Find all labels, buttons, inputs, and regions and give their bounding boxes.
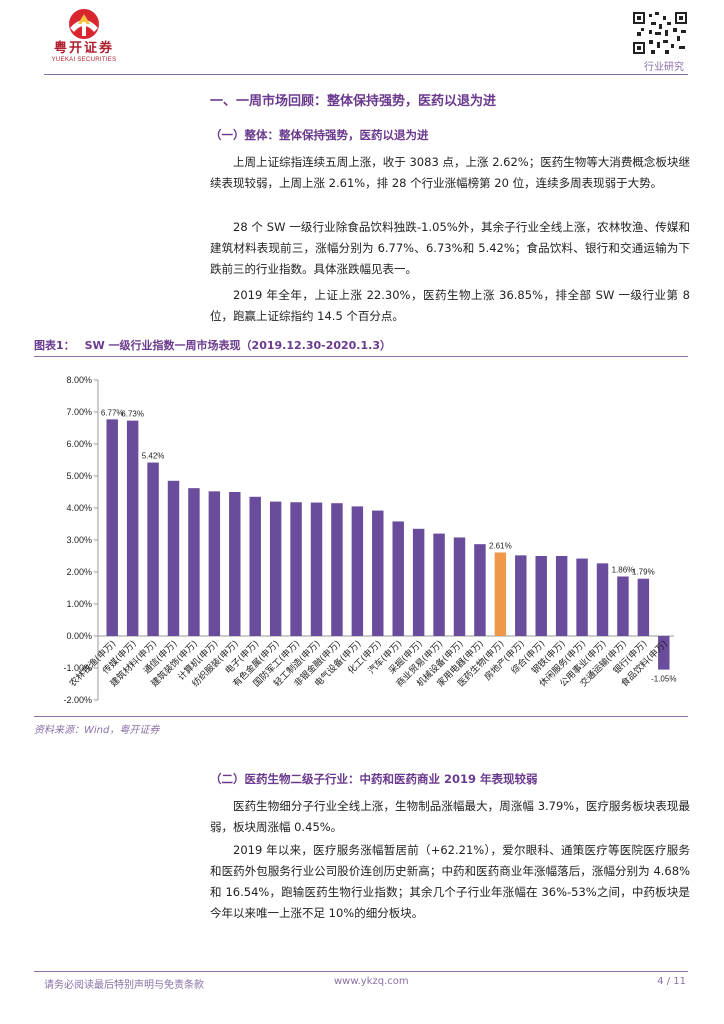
footer-divider (34, 971, 688, 972)
figure-caption: SW 一级行业指数一周市场表现（2019.12.30-2020.1.3） (84, 339, 391, 352)
figure-title: 图表1： SW 一级行业指数一周市场表现（2019.12.30-2020.1.3） (34, 337, 391, 353)
bar (372, 510, 384, 636)
data-label: 5.42% (142, 452, 165, 461)
figure-top-divider (34, 356, 688, 357)
y-tick-label: 0.00% (66, 631, 92, 641)
y-tick-label: 1.00% (66, 599, 92, 609)
logo-chinese-name: 粤开证券 (53, 41, 114, 56)
bar (576, 558, 588, 636)
bar (290, 502, 302, 636)
bar (535, 556, 547, 636)
bar (351, 506, 364, 636)
paragraph-subsector-weekly: 医药生物细分子行业全线上涨，生物制品涨幅最大，周涨幅 3.79%，医疗服务板块表… (210, 799, 690, 834)
footer-website: www.ykzq.com (334, 976, 409, 987)
paragraph-annual-performance: 2019 年全年，上证上涨 22.30%，医药生物上涨 36.85%，排全部 S… (210, 288, 690, 323)
bar (249, 496, 261, 636)
bar (555, 556, 568, 636)
y-tick-label: 6.00% (66, 439, 92, 449)
footer-page-number: 4 / 11 (657, 976, 686, 987)
bar (474, 544, 486, 636)
figure-source: 资料来源：Wind，粤开证券 (34, 725, 160, 736)
header-section-label: 行业研究 (644, 62, 684, 73)
data-label: 6.77% (101, 408, 124, 417)
bar (617, 576, 629, 636)
bar (167, 480, 180, 636)
header-divider (44, 74, 688, 75)
subsection-title-pharma: （二）医药生物二级子行业：中药和医药商业 2019 年表现较弱 (210, 772, 538, 786)
bar (494, 552, 507, 636)
bar (637, 578, 650, 636)
bar (453, 537, 466, 636)
company-logo: 粤开证券 YUEKAI SECURITIES (44, 8, 124, 68)
paragraph-industry-performance: 28 个 SW 一级行业除食品饮料独跌-1.05%外，其余子行业全线上涨，农林牧… (210, 220, 690, 276)
data-label: -1.05% (651, 675, 676, 684)
y-tick-label: -2.00% (63, 695, 92, 705)
y-tick-label: 4.00% (66, 503, 92, 513)
bar (106, 419, 118, 636)
y-tick-label: -1.00% (63, 663, 92, 673)
footer-disclaimer: 请务必阅读最后特别声明与免责条款 (44, 980, 204, 991)
y-tick-label: 8.00% (66, 375, 92, 385)
bar (392, 521, 404, 636)
section-title: 一、一周市场回顾：整体保持强势，医药以退为进 (210, 94, 497, 109)
bar (412, 528, 425, 636)
y-tick-label: 5.00% (66, 471, 92, 481)
subsection-title-overall: （一）整体：整体保持强势，医药以退为进 (210, 128, 429, 142)
bar (126, 420, 139, 636)
paragraph-subsector-annual: 2019 年以来，医疗服务涨幅暂居前（+62.21%），爱尔眼科、通策医疗等医院… (210, 843, 690, 920)
figure-label: 图表1： (34, 339, 75, 352)
yuekai-logo-icon (69, 9, 99, 39)
bar (515, 555, 527, 636)
logo-english-name: YUEKAI SECURITIES (51, 57, 117, 63)
y-tick-label: 7.00% (66, 407, 92, 417)
bar (208, 491, 221, 636)
bar (433, 533, 445, 636)
bar (229, 492, 241, 636)
paragraph-weekly-summary: 上周上证综指连续五周上涨，收于 3083 点，上涨 2.62%；医药生物等大消费… (210, 155, 690, 190)
figure-bottom-divider (34, 716, 688, 717)
bar (269, 501, 282, 636)
bar (147, 462, 159, 636)
bar (658, 636, 670, 670)
y-tick-label: 2.00% (66, 567, 92, 577)
y-tick-label: 3.00% (66, 535, 92, 545)
data-label: 1.86% (612, 565, 635, 574)
bar (310, 502, 323, 636)
data-label: 2.61% (489, 541, 512, 550)
qr-code-icon (631, 10, 689, 56)
data-label: 6.73% (121, 410, 144, 419)
bar (596, 563, 609, 636)
industry-bar-chart: -2.00% -1.00% 0.00% 1.00% 2.00% 3.00% 4.00% 5.0… (63, 375, 676, 705)
bar (188, 488, 200, 636)
data-label: 1.79% (632, 568, 655, 577)
bar (331, 503, 343, 636)
